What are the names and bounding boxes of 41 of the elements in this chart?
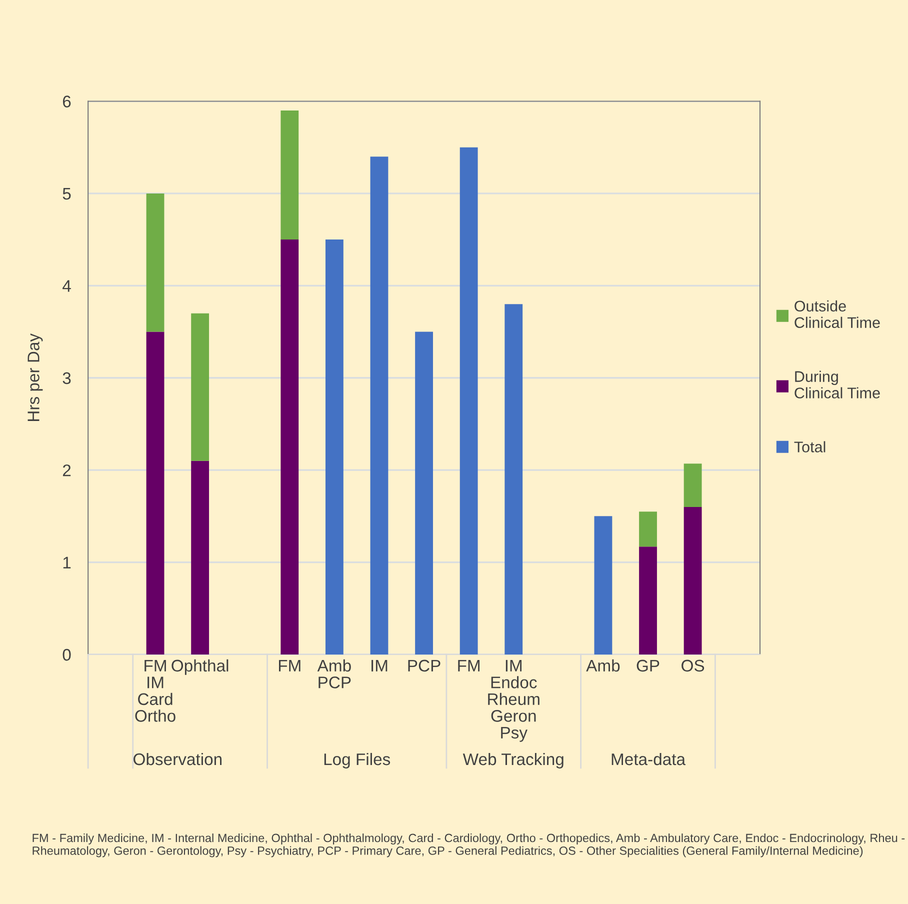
text: Observation [134,752,222,766]
text: FM - Family Medicine, IM - Internal Medicine, Ophthal - Ophthalmology, Card - Cardiology, Ortho - Orthopedics, Amb - Ambulatory Care, Endoc - Endocrinology, Rheu - Rheumatology, Geron - Gerontology, Psy - Psychiatry, PCP - Primary Care, GP - General Pediatrics, OS - Other Specialities (General Family/Internal Medicine) [32,833,905,858]
text: Web Tracking [462,752,564,768]
y-tick-label: 6 [62,96,71,108]
y-tick-label: 5 [62,188,71,200]
y-tick-label: 1 [63,556,71,568]
bar [415,332,433,654]
text: Log Files [324,752,390,768]
x-tick-label: FM [278,660,300,672]
bar [370,156,388,654]
bar [684,464,702,507]
bar [594,516,612,654]
y-tick-label: 0 [62,648,71,661]
bar [280,240,299,654]
y-tick-label: 2 [62,464,71,476]
y-axis-title: Hrs per Day [28,333,43,421]
bar [684,506,702,654]
text: Meta-data [612,752,686,766]
x-tick-label: IM Endoc Rheum Geron Psy [488,660,540,742]
x-tick-label: GP [636,660,660,672]
x-tick-label: Amb PCP [317,659,351,688]
x-tick-label: OS [682,660,704,672]
x-tick-label: Amb [586,659,620,672]
bar [639,512,657,547]
x-tick-label: PCP [408,660,440,672]
bar [191,460,210,654]
x-tick-label: FM [458,660,480,672]
bar [146,332,164,654]
y-tick-label: 4 [62,280,71,292]
bar [460,147,478,654]
x-tick-label: IM [372,660,388,672]
y-tick-label: 3 [62,372,71,384]
legend-label: During Clinical Time [794,370,880,398]
bar [146,193,164,332]
legend-label: Outside Clinical Time [794,300,880,328]
bar [280,110,299,240]
bar [191,313,210,461]
bar [639,546,657,654]
legend-label: Total [794,441,826,452]
bar [504,304,523,654]
bar [325,240,344,654]
